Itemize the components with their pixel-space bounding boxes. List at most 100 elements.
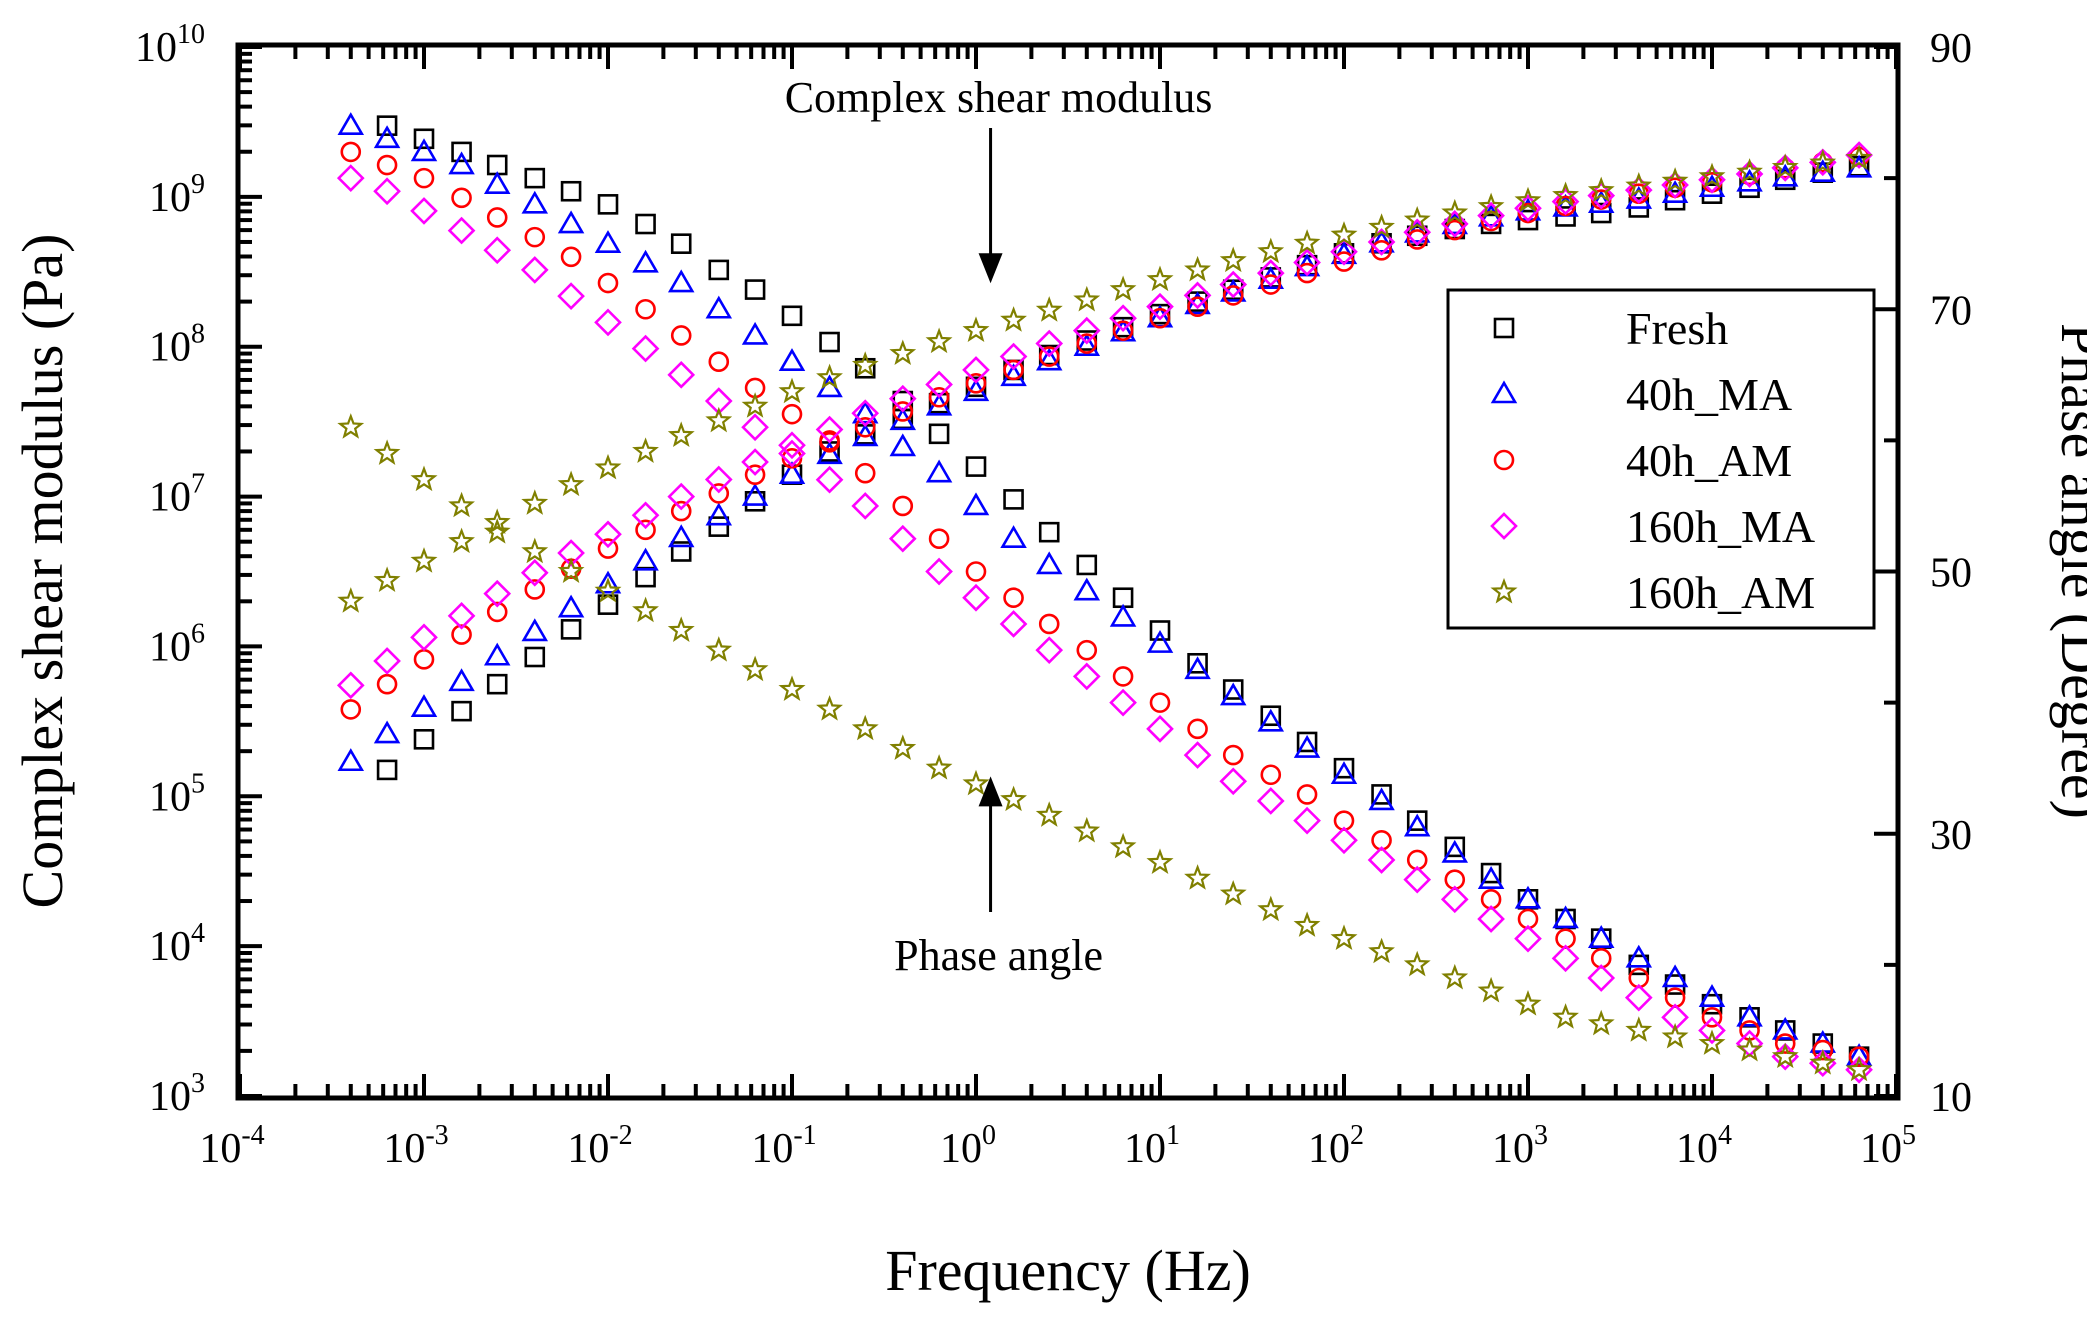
phase-point (483, 236, 512, 265)
modulus-point (1371, 239, 1392, 261)
phase-point (1072, 662, 1101, 691)
modulus-point (337, 587, 365, 613)
y-tick-label: 108 (149, 319, 205, 371)
legend-marker (1490, 380, 1518, 404)
phase-point (1187, 718, 1208, 740)
phase-point (1076, 554, 1098, 576)
y2-tick-label: 30 (1930, 813, 1972, 859)
legend-label: 160h_AM (1626, 567, 1815, 618)
phase-point (741, 321, 769, 345)
phase-point (1845, 1055, 1873, 1082)
phase-point (1035, 636, 1064, 665)
phase-point (1551, 944, 1580, 973)
phase-point (413, 128, 435, 150)
phase-point (1260, 705, 1282, 727)
modulus-point (1403, 218, 1432, 247)
modulus-point (1587, 176, 1615, 203)
modulus-point (373, 566, 401, 593)
modulus-point (483, 642, 511, 666)
phase-point (410, 138, 438, 162)
phase-point (560, 246, 582, 268)
modulus-point (1296, 262, 1318, 284)
phase-point (1003, 587, 1024, 609)
modulus-point (1076, 333, 1098, 354)
phase-point (1444, 836, 1466, 858)
modulus-point (376, 759, 398, 781)
modulus-point (1073, 333, 1101, 357)
modulus-point (1477, 201, 1505, 230)
phase-point (1368, 787, 1395, 811)
phase-point (1257, 895, 1285, 922)
modulus-point (557, 539, 585, 567)
phase-point (376, 154, 398, 176)
phase-point (1293, 734, 1321, 758)
modulus-point (1403, 205, 1431, 232)
phase-point (521, 190, 549, 214)
phase-point (1219, 682, 1247, 706)
phase-point (373, 125, 401, 149)
modulus-point (1257, 237, 1285, 264)
y2-axis-title: Phase angle (Degree) (2049, 323, 2087, 819)
phase-point (1371, 784, 1392, 805)
phase-point (1812, 1039, 1834, 1061)
y-tick-label: 106 (149, 618, 205, 670)
phase-point (1514, 924, 1542, 953)
phase-point (373, 177, 401, 206)
modulus-point (1003, 359, 1024, 381)
phase-point (670, 233, 692, 254)
modulus-point (778, 461, 806, 484)
modulus-point (889, 339, 917, 366)
phase-point (1406, 810, 1428, 831)
phase-point (560, 180, 582, 202)
phase-point (1698, 1016, 1726, 1045)
modulus-point (1698, 162, 1726, 189)
phase-point (1146, 715, 1174, 743)
y-tick-label: 109 (149, 169, 205, 221)
modulus-point (1808, 148, 1837, 177)
phase-point (705, 295, 733, 319)
phase-point (413, 167, 435, 189)
phase-point (744, 279, 766, 300)
phase-point (1698, 984, 1726, 1007)
phase-point (1330, 924, 1358, 951)
series-160h-am (337, 144, 1873, 1082)
phase-point (925, 754, 953, 780)
phase-point (1112, 666, 1134, 687)
phase-point (1701, 1007, 1723, 1028)
modulus-point (635, 566, 656, 588)
phase-point (1587, 925, 1615, 948)
modulus-point (413, 729, 435, 750)
modulus-point (1845, 144, 1873, 171)
modulus-point (928, 386, 950, 408)
phase-point (999, 610, 1028, 638)
modulus-point (667, 482, 696, 511)
phase-point (854, 462, 876, 484)
phase-point (1661, 1003, 1689, 1032)
data-marks (336, 112, 1873, 1084)
phase-point (1625, 944, 1653, 968)
modulus-point (1109, 304, 1137, 333)
phase-point (1109, 832, 1137, 859)
phase-point (1296, 784, 1318, 805)
modulus-point (705, 406, 733, 433)
phase-point (1003, 489, 1024, 510)
phase-point (1440, 885, 1469, 914)
modulus-point (597, 538, 619, 559)
phase-point (1698, 1029, 1726, 1055)
modulus-point (451, 700, 472, 722)
phase-point (448, 491, 475, 518)
modulus-point (1477, 192, 1505, 219)
phase-point (1256, 787, 1285, 815)
modulus-point (1146, 292, 1174, 321)
phase-point (524, 226, 546, 248)
modulus-point (854, 416, 876, 438)
phase-point (819, 331, 840, 353)
modulus-point (925, 327, 953, 354)
legend: Fresh 40h_MA 40h_AM 160h_MA 160h_AM (1446, 288, 1876, 630)
x-tick-label: 101 (1124, 1120, 1180, 1172)
phase-point (1038, 521, 1060, 543)
modulus-point (708, 516, 730, 537)
phase-point (965, 561, 987, 582)
phase-point (594, 577, 622, 603)
phase-point (1183, 741, 1212, 769)
